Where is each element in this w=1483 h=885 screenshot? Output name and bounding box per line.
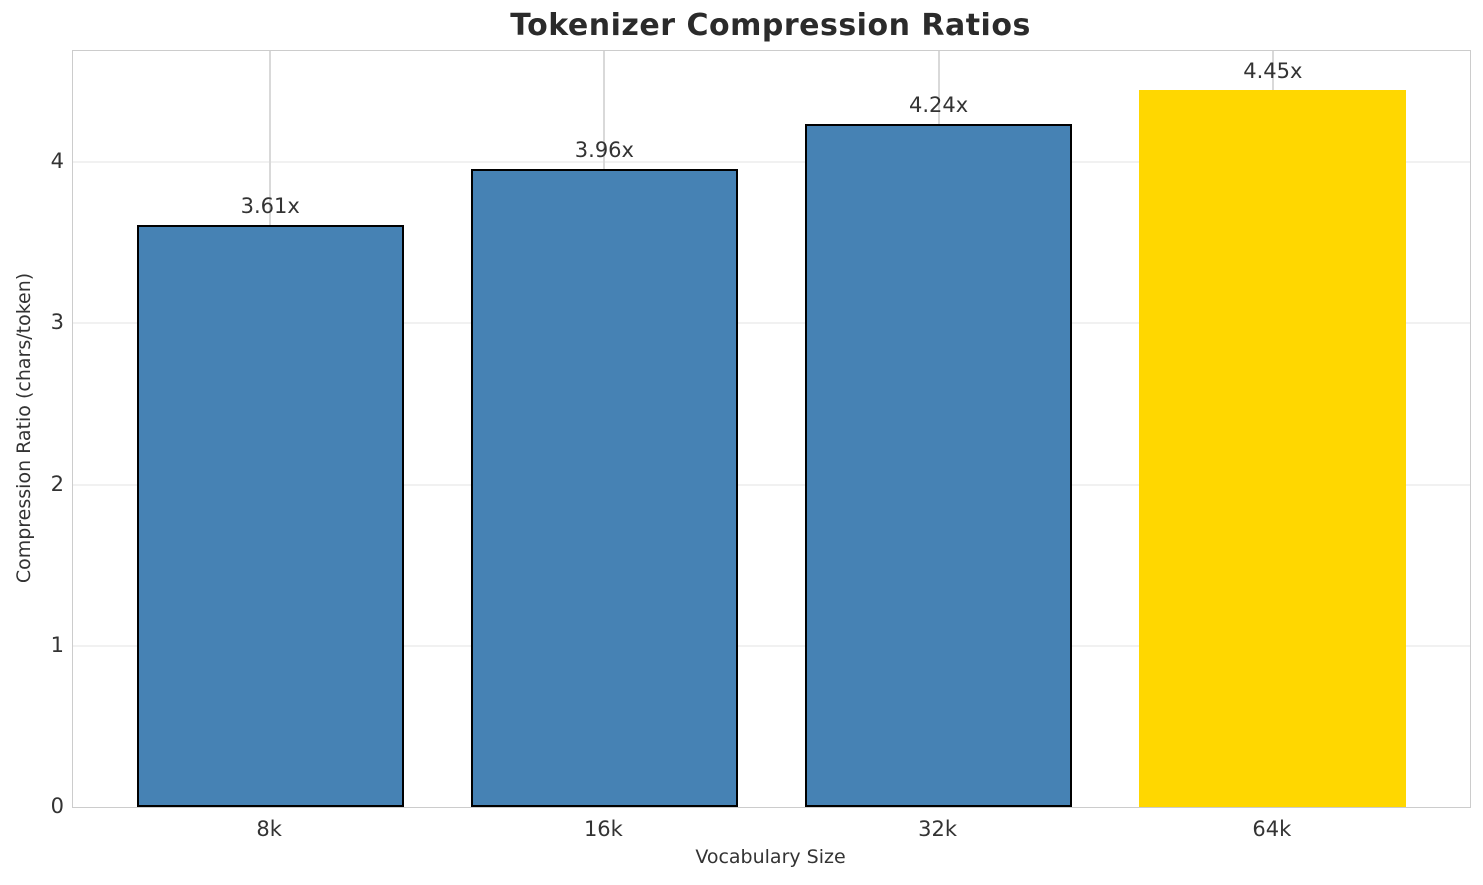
x-axis-label: Vocabulary Size	[695, 846, 846, 868]
y-tick-label: 3	[50, 310, 64, 335]
gridline-horizontal	[73, 322, 1470, 325]
y-tick-label: 2	[50, 471, 64, 496]
bar-value-label: 4.45x	[1243, 58, 1303, 83]
plot-area: 3.61x 3.96x 4.24x 4.45x	[72, 50, 1471, 808]
bar-64k	[1139, 89, 1407, 807]
gridline-horizontal	[73, 644, 1470, 647]
bar-value-label: 4.24x	[908, 92, 969, 117]
x-tick-label: 64k	[1252, 817, 1292, 841]
y-tick-label: 1	[50, 632, 64, 657]
y-tick-label: 4	[50, 149, 64, 174]
bar-32k	[804, 123, 1073, 807]
x-tick-label: 8k	[256, 817, 282, 841]
bar-16k	[470, 168, 739, 807]
bar-8k	[136, 225, 404, 807]
bar-value-label: 3.61x	[240, 194, 300, 219]
x-tick-label: 16k	[583, 817, 623, 841]
y-tick-label: 0	[50, 794, 64, 818]
x-tick-label: 32k	[918, 817, 958, 841]
bar-value-label: 3.96x	[574, 137, 634, 162]
chart-title: Tokenizer Compression Ratios	[510, 8, 1031, 43]
gridline-horizontal	[73, 483, 1470, 486]
gridline-horizontal	[73, 161, 1470, 164]
